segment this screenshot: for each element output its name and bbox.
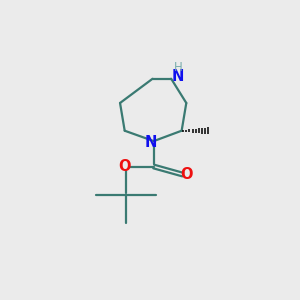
Text: O: O	[181, 167, 193, 182]
Text: O: O	[118, 159, 131, 174]
Text: H: H	[174, 61, 182, 74]
Text: N: N	[145, 135, 157, 150]
Text: N: N	[172, 69, 184, 84]
